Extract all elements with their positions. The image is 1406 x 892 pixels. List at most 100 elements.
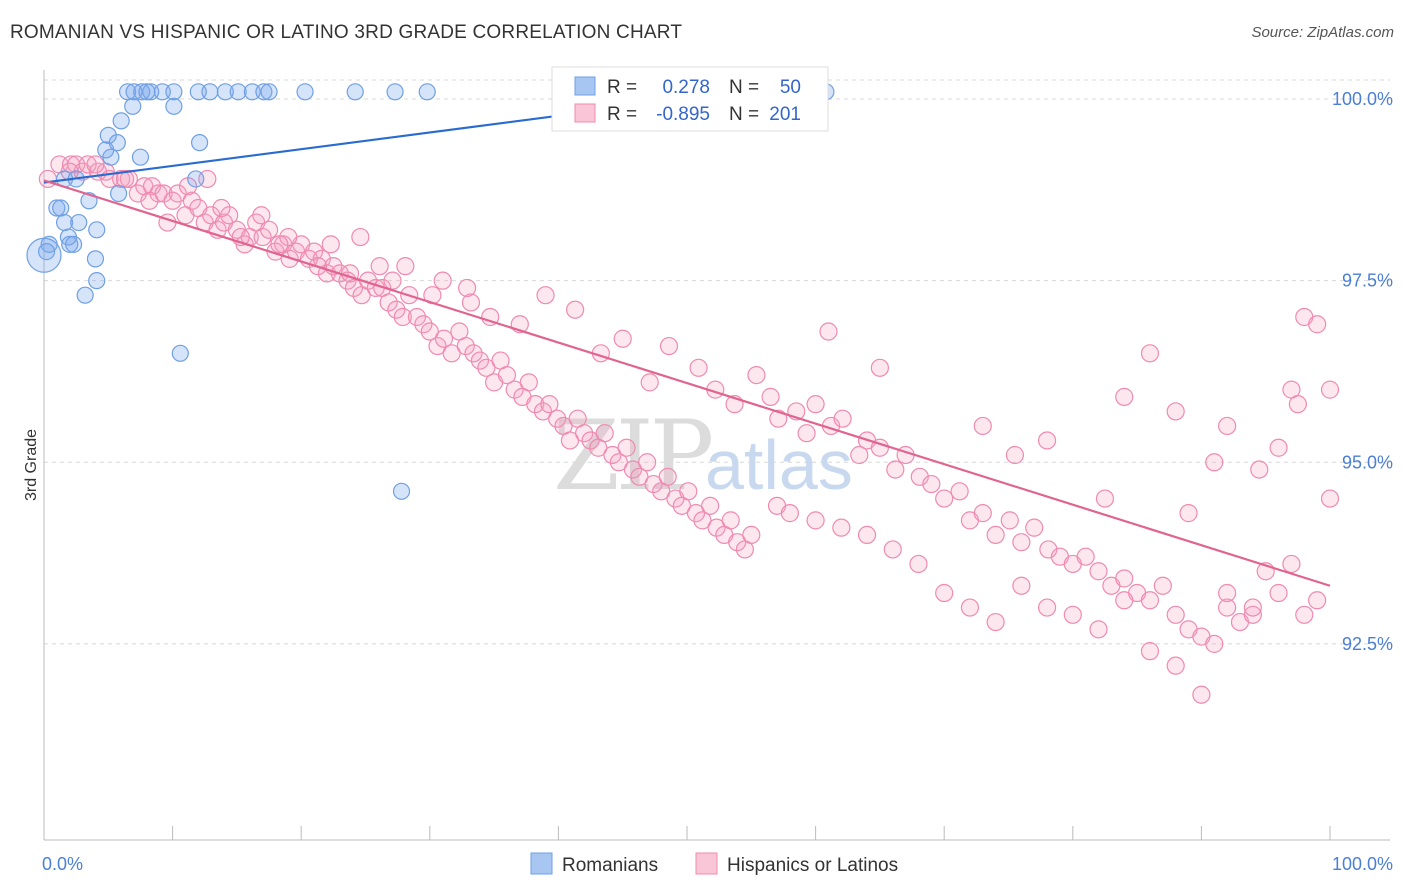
hispanic-point-17 — [168, 184, 187, 203]
hispanic-point-186 — [1115, 591, 1134, 610]
legend-swatch-hispanics — [695, 852, 718, 875]
hispanic-point-134 — [833, 409, 852, 428]
hispanic-point-164 — [1218, 598, 1237, 617]
hispanic-point-69 — [519, 373, 538, 392]
hispanic-point-173 — [780, 504, 799, 523]
grid-layer — [44, 79, 1390, 645]
romanian-point-12 — [255, 83, 273, 101]
hispanic-point-67 — [505, 380, 524, 399]
hispanic-point-122 — [640, 373, 659, 392]
stats-n-label-hispanics: N = — [729, 104, 759, 125]
hispanic-point-163 — [1205, 634, 1224, 653]
hispanic-point-138 — [886, 460, 905, 479]
stats-legend: R = 0.278 N = 50 R = -0.895 N = 201 — [551, 66, 829, 132]
hispanic-point-198 — [1166, 402, 1185, 421]
stats-r-value-hispanics: -0.895 — [656, 104, 710, 125]
romanian-point-38 — [61, 235, 79, 253]
hispanic-point-118 — [536, 286, 555, 305]
romanian-point-2 — [133, 83, 151, 101]
romanian-point-44 — [88, 272, 106, 290]
romanian-point-13 — [260, 83, 278, 101]
y-tick-label-0: 100.0% — [1332, 89, 1393, 109]
romanian-point-49 — [26, 237, 62, 273]
hispanic-point-206 — [1320, 489, 1340, 508]
hispanic-point-168 — [1269, 583, 1288, 603]
hispanic-point-208 — [1250, 460, 1269, 479]
hispanic-point-183 — [1037, 598, 1057, 617]
hispanic-point-171 — [1308, 591, 1327, 610]
hispanic-point-101 — [742, 525, 761, 545]
hispanic-point-30 — [253, 227, 272, 247]
hispanic-point-62 — [470, 351, 490, 370]
y-axis-title: 3rd Grade — [23, 429, 40, 501]
hispanic-point-85 — [630, 467, 649, 486]
hispanic-point-56 — [428, 336, 447, 356]
hispanic-point-143 — [950, 482, 969, 501]
watermark-atlas: atlas — [705, 426, 853, 504]
hispanic-point-187 — [1140, 642, 1160, 661]
hispanic-point-71 — [533, 402, 553, 421]
hispanic-point-185 — [1089, 620, 1108, 639]
hispanic-point-211 — [1005, 445, 1025, 465]
hispanic-point-166 — [1243, 605, 1262, 624]
hispanic-point-108 — [252, 206, 271, 225]
hispanic-point-119 — [566, 300, 585, 319]
romanian-point-23 — [99, 126, 117, 144]
hispanic-point-154 — [1089, 562, 1108, 581]
hispanic-point-19 — [182, 191, 201, 210]
hispanic-point-196 — [1115, 387, 1134, 406]
hispanic-point-184 — [1063, 605, 1082, 624]
hispanic-point-174 — [806, 511, 825, 530]
hispanic-point-204 — [1308, 315, 1327, 334]
hispanic-point-179 — [935, 583, 954, 603]
hispanic-point-205 — [1320, 380, 1340, 399]
romanian-point-8 — [201, 83, 219, 101]
hispanic-point-96 — [707, 518, 726, 537]
hispanic-point-123 — [659, 336, 679, 356]
hispanic-point-141 — [922, 474, 941, 494]
hispanic-point-63 — [477, 358, 496, 377]
hispanic-point-182 — [1012, 576, 1031, 595]
hispanic-point-95 — [701, 496, 720, 515]
hispanic-point-61 — [464, 344, 483, 363]
y-tick-label-2: 95.0% — [1342, 452, 1393, 472]
hispanic-point-58 — [442, 344, 461, 363]
romanian-point-28 — [131, 148, 150, 166]
romanian-point-45 — [76, 286, 94, 304]
romanian-point-4 — [138, 83, 156, 101]
hispanic-point-107 — [212, 198, 231, 218]
hispanic-point-94 — [693, 511, 712, 530]
hispanic-point-103 — [86, 155, 105, 174]
hispanic-point-192 — [819, 322, 838, 341]
hispanic-point-176 — [857, 525, 877, 545]
hispanic-point-11 — [128, 184, 147, 203]
romanian-point-37 — [70, 213, 88, 232]
romanian-point-9 — [216, 83, 234, 101]
hispanic-point-140 — [910, 467, 929, 486]
hispanic-point-93 — [686, 504, 706, 523]
hispanic-point-124 — [689, 358, 708, 377]
hispanic-point-129 — [769, 409, 788, 428]
hispanic-point-148 — [1012, 533, 1031, 552]
romanian-point-27 — [102, 148, 120, 166]
hispanic-point-177 — [883, 540, 902, 559]
stats-r-label-romanians: R = — [607, 77, 637, 98]
hispanic-point-50 — [387, 300, 406, 319]
hispanic-point-149 — [1025, 518, 1044, 537]
hispanic-point-169 — [1282, 554, 1301, 574]
hispanic-point-145 — [973, 504, 992, 523]
hispanic-point-82 — [609, 453, 628, 472]
hispanic-point-0 — [38, 169, 57, 189]
axis-layer — [43, 70, 1390, 841]
hispanic-point-175 — [832, 518, 851, 537]
hispanic-point-51 — [393, 307, 412, 327]
hispanic-point-84 — [623, 460, 643, 479]
romanian-point-15 — [346, 83, 364, 101]
romanian-point-32 — [187, 170, 205, 188]
hispanic-point-75 — [560, 431, 580, 450]
hispanic-point-153 — [1076, 547, 1095, 566]
hispanic-point-113 — [396, 257, 415, 276]
hispanic-point-209 — [1179, 504, 1198, 523]
hispanic-point-77 — [575, 424, 594, 443]
